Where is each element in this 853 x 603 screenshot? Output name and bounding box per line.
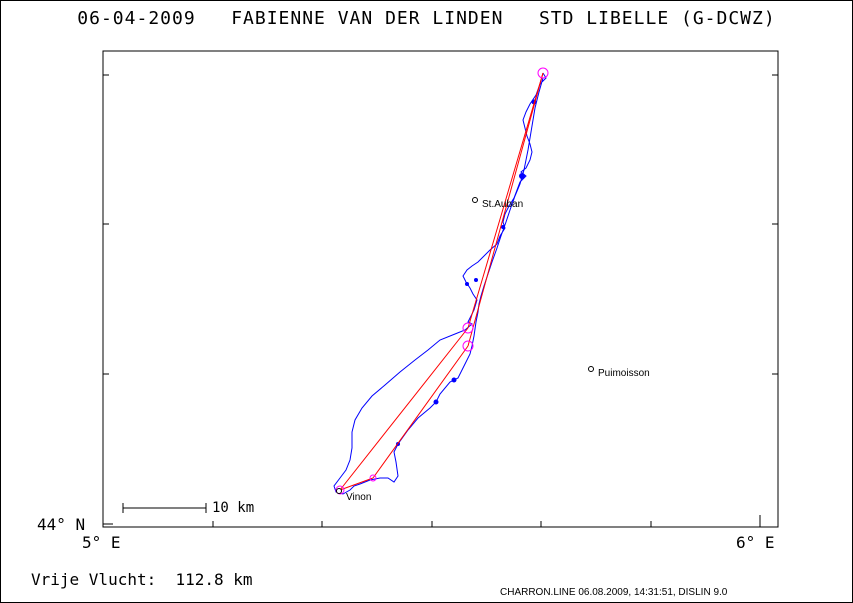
town-label-puimoisson: Puimoisson xyxy=(598,368,650,379)
task-legs xyxy=(339,72,544,491)
turnpoint-start xyxy=(537,67,549,79)
turnpoint-4 xyxy=(369,474,377,482)
town-label-vinon: Vinon xyxy=(346,492,372,503)
pilot-name: FABIENNE VAN DER LINDEN xyxy=(231,8,504,29)
town-marker-vinon xyxy=(336,488,342,494)
task-leg-1 xyxy=(467,72,544,329)
footer-info: CHARRON.LINE 06.08.2009, 14:31:51, DISLI… xyxy=(500,587,728,598)
flight-track xyxy=(333,72,547,495)
task-leg-3 xyxy=(339,477,374,491)
latitude-label: 44° N xyxy=(37,515,86,534)
turnpoint-2 xyxy=(462,340,474,352)
distance-value: 112.8 km xyxy=(175,570,253,589)
scale-bar-label: 10 km xyxy=(212,500,255,516)
track-thermals xyxy=(396,99,537,446)
glider-name: STD LIBELLE (G-DCWZ) xyxy=(538,8,776,29)
turnpoint-1 xyxy=(462,322,474,334)
free-flight-distance: Vrije Vlucht: 112.8 km xyxy=(31,570,253,589)
town-label-st-auban: St.Auban xyxy=(482,199,524,210)
turnpoints xyxy=(335,67,549,495)
longitude-right-label: 6° E xyxy=(736,533,775,552)
x-ticks xyxy=(102,515,761,527)
task-leg-4 xyxy=(372,345,469,479)
town-marker-puimoisson xyxy=(588,366,594,372)
task-leg-2 xyxy=(339,327,469,491)
turnpoint-3 xyxy=(335,485,345,495)
y-ticks xyxy=(103,74,778,525)
scale-bar xyxy=(122,503,207,513)
town-marker-st-auban xyxy=(472,197,478,203)
map-title: 06-04-2009 FABIENNE VAN DER LINDEN STD L… xyxy=(0,8,853,29)
longitude-left-label: 5° E xyxy=(82,533,121,552)
distance-label: Vrije Vlucht: xyxy=(31,570,157,589)
task-leg-5 xyxy=(467,72,544,347)
flight-date: 06-04-2009 xyxy=(77,8,196,29)
town-markers xyxy=(336,197,594,494)
plot-border xyxy=(102,50,779,528)
